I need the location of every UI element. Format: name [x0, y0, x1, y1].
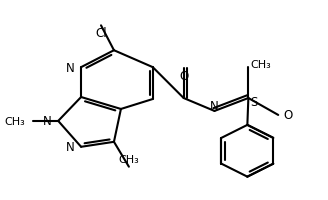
Text: N: N: [43, 115, 51, 128]
Text: CH₃: CH₃: [5, 116, 25, 126]
Text: O: O: [283, 109, 293, 122]
Text: CH₃: CH₃: [250, 60, 271, 70]
Text: N: N: [210, 100, 219, 113]
Text: O: O: [179, 69, 188, 82]
Text: CH₃: CH₃: [118, 154, 139, 164]
Text: Cl: Cl: [95, 27, 107, 40]
Text: S: S: [251, 96, 258, 109]
Text: N: N: [65, 141, 74, 154]
Text: N: N: [65, 61, 74, 74]
